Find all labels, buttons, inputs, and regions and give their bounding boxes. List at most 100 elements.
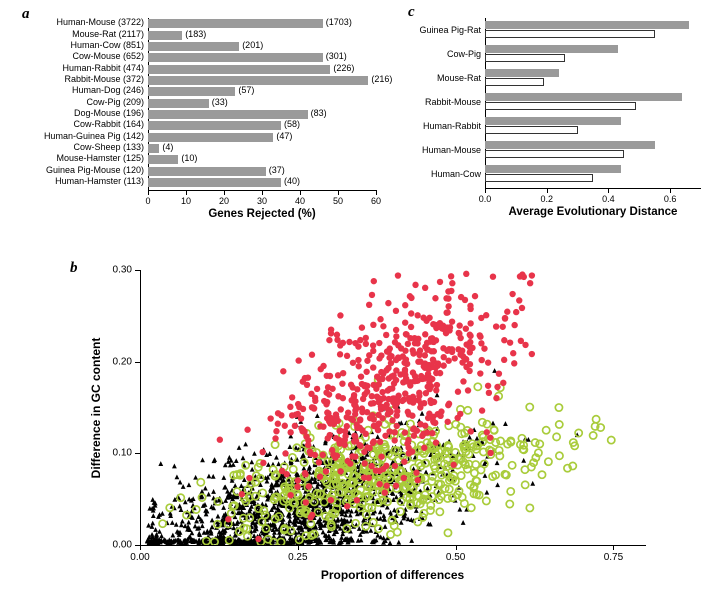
panel-a-row-label: Cow-Rabbit (164) (73, 119, 148, 129)
panel-b-y-tick (135, 362, 140, 363)
panel-a-bar: Human-Dog (246)(57) (148, 87, 235, 96)
panel-a-x-tick-label: 30 (257, 196, 267, 206)
panel-a-bar-value: (1703) (323, 17, 352, 27)
panel-c-row-label: Cow-Pig (447, 49, 485, 59)
panel-a-bar-value: (216) (368, 74, 392, 84)
panel-a-x-tick-label: 50 (333, 196, 343, 206)
panel-a-row-label: Dog-Mouse (196) (74, 108, 148, 118)
panel-a-x-tick (376, 190, 377, 195)
panel-a-bar: Cow-Pig (209)(33) (148, 99, 209, 108)
panel-a-row-label: Mouse-Hamster (125) (56, 153, 148, 163)
panel-c-bar-open (485, 54, 565, 62)
panel-c-row-label: Human-Rabbit (423, 121, 485, 131)
panel-c-x-tick (670, 188, 671, 193)
panel-a-x-tick-label: 40 (295, 196, 305, 206)
panel-c-bar-open (485, 30, 655, 38)
panel-c-bar-open (485, 102, 636, 110)
panel-c-x-tick (547, 188, 548, 193)
panel-c-x-tick (485, 188, 486, 193)
panel-a-bar-value: (4) (159, 142, 173, 152)
panel-c-pair: Rabbit-Mouse (485, 90, 701, 114)
panel-a-row-label: Human-Mouse (3722) (56, 17, 148, 27)
panel-a-x-tick (148, 190, 149, 195)
panel-b-svg (141, 270, 646, 545)
panel-c-pair: Human-Mouse (485, 138, 701, 162)
panel-c-bar-gray (485, 141, 655, 149)
panel-b-y-title: Difference in GC content (89, 338, 103, 479)
panel-a-x-tick-label: 20 (219, 196, 229, 206)
panel-a-row-label: Human-Guinea Pig (142) (44, 131, 148, 141)
panel-c: Guinea Pig-RatCow-PigMouse-RatRabbit-Mou… (405, 8, 705, 226)
panel-c-row-label: Human-Mouse (422, 145, 485, 155)
panel-a-x-tick (186, 190, 187, 195)
panel-c-pair: Human-Rabbit (485, 114, 701, 138)
panel-a-bar: Cow-Rabbit (164)(58) (148, 121, 281, 130)
panel-a-row-label: Cow-Mouse (652) (72, 51, 148, 61)
panel-a-bar: Mouse-Hamster (125)(10) (148, 155, 178, 164)
panel-c-row-label: Mouse-Rat (437, 73, 485, 83)
panel-a-bar-value: (33) (209, 97, 228, 107)
panel-c-chart: Guinea Pig-RatCow-PigMouse-RatRabbit-Mou… (485, 18, 701, 186)
panel-c-x-tick (608, 188, 609, 193)
panel-a: Human-Mouse (3722) (1703) Mouse-Rat (2117)… (18, 8, 398, 226)
panel-b-x-tick-label: 0.00 (130, 552, 149, 563)
panel-b: 0.000.250.500.75 0.000.100.200.30 Propor… (60, 260, 680, 590)
panel-a-bar: Cow-Mouse (652)(301) (148, 53, 323, 62)
panel-a-row-label: Guinea Pig-Mouse (120) (46, 165, 148, 175)
panel-a-bar-value: (40) (281, 176, 300, 186)
panel-b-y-tick-label: 0.10 (100, 448, 132, 459)
panel-a-bar-value: (226) (330, 63, 354, 73)
panel-a-bar: Human-Cow (851)(201) (148, 42, 239, 51)
panel-a-row-label: Cow-Sheep (133) (73, 142, 148, 152)
panel-b-x-tick (456, 545, 457, 550)
panel-c-bar-open (485, 126, 578, 134)
panel-c-row-label: Human-Cow (431, 169, 485, 179)
panel-b-x-tick (613, 545, 614, 550)
panel-c-bar-gray (485, 69, 559, 77)
panel-c-bar-gray (485, 165, 621, 173)
panel-a-row-label: Human-Dog (246) (72, 85, 148, 95)
panel-b-x-tick-label: 0.75 (604, 552, 623, 563)
panel-c-x-tick-label: 0.4 (602, 194, 615, 204)
panel-c-row-label: Guinea Pig-Rat (419, 25, 485, 35)
panel-c-bar-open (485, 150, 624, 158)
panel-a-bar: Human-Rabbit (474)(226) (148, 65, 330, 74)
panel-b-y-tick-label: 0.30 (100, 265, 132, 276)
panel-a-bar-value: (37) (266, 165, 285, 175)
panel-c-row-label: Rabbit-Mouse (425, 97, 485, 107)
panel-b-y-tick (135, 270, 140, 271)
panel-b-y-tick (135, 453, 140, 454)
panel-a-row-label: Cow-Pig (209) (86, 97, 148, 107)
panel-b-y-tick-label: 0.00 (100, 540, 132, 551)
panel-c-bar-open (485, 78, 544, 86)
panel-c-x-tick-label: 0.2 (540, 194, 553, 204)
panel-a-chart: Human-Mouse (3722)(1703)Mouse-Rat (2117)… (148, 18, 376, 188)
panel-a-row-label: Mouse-Rat (2117) (72, 29, 148, 39)
panel-c-bar-gray (485, 93, 682, 101)
panel-b-y-tick (135, 545, 140, 546)
panel-b-x-tick-label: 0.50 (446, 552, 465, 563)
panel-a-bar-value: (183) (182, 29, 206, 39)
panel-a-bar: Dog-Mouse (196)(83) (148, 110, 308, 119)
panel-b-x-tick (140, 545, 141, 550)
panel-a-x-tick-label: 10 (181, 196, 191, 206)
panel-a-bar: Mouse-Rat (2117)(183) (148, 31, 182, 40)
panel-c-bar-gray (485, 45, 618, 53)
panel-c-x-title: Average Evolutionary Distance (485, 206, 701, 218)
panel-a-x-tick-label: 0 (145, 196, 150, 206)
panel-a-bar-value: (58) (281, 119, 300, 129)
panel-c-pair: Guinea Pig-Rat (485, 18, 701, 42)
panel-a-bar-value: (47) (273, 131, 292, 141)
panel-c-x-axis (485, 188, 701, 189)
panel-b-plot-area (140, 270, 646, 546)
panel-a-x-title: Genes Rejected (%) (148, 208, 376, 220)
panel-a-x-tick (300, 190, 301, 195)
panel-c-pair: Mouse-Rat (485, 66, 701, 90)
panel-b-x-tick-label: 0.25 (288, 552, 307, 563)
panel-a-x-tick (224, 190, 225, 195)
panel-a-bar: Human-Hamster (113)(40) (148, 178, 281, 187)
panel-c-x-tick-label: 0.0 (479, 194, 492, 204)
panel-b-y-tick-label: 0.20 (100, 356, 132, 367)
panel-a-row-label: Human-Cow (851) (70, 40, 148, 50)
panel-c-x-tick-label: 0.6 (664, 194, 677, 204)
